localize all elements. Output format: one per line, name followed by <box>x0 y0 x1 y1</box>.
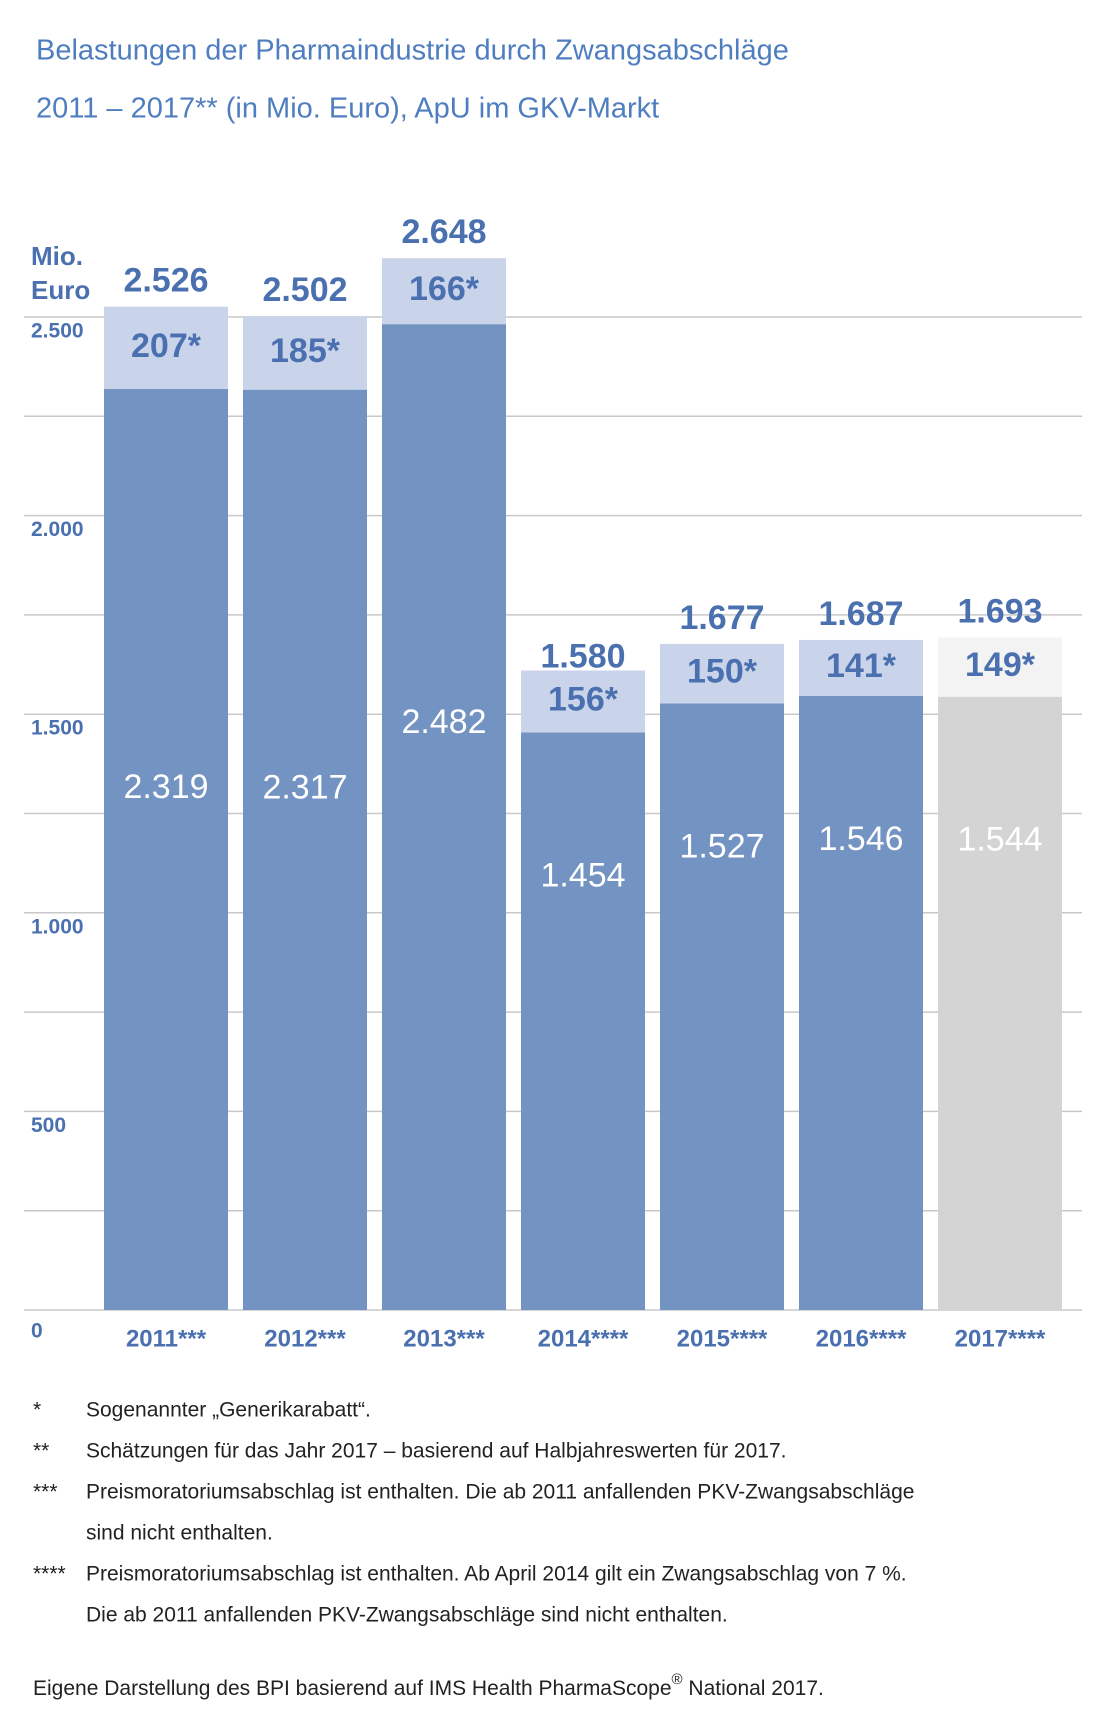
base-value-label: 2.482 <box>401 703 486 741</box>
total-value-label: 2.526 <box>123 262 208 300</box>
total-value-label: 1.580 <box>540 637 625 675</box>
y-tick-label: 0 <box>31 1320 43 1343</box>
base-value-label: 1.546 <box>818 820 903 858</box>
x-tick-label: 2013*** <box>403 1325 485 1352</box>
x-tick-label: 2011*** <box>126 1325 207 1352</box>
total-value-label: 2.502 <box>262 271 347 309</box>
source-part: ® <box>672 1671 683 1688</box>
source-part: National 2017. <box>683 1677 824 1700</box>
y-axis-label: Euro <box>31 275 90 305</box>
y-tick-label: 2.000 <box>31 518 84 541</box>
bar-segment <box>521 732 645 1310</box>
x-tick-label: 2016**** <box>816 1325 907 1352</box>
x-tick-label: 2015**** <box>677 1325 768 1352</box>
footnote-text: Preismoratoriumsabschlag ist enthalten. … <box>86 1563 907 1586</box>
bar-segment <box>799 639 923 696</box>
rebate-value-label: 185* <box>270 332 341 370</box>
bar-segment <box>243 316 367 390</box>
footnote-text: Sogenannter „Generikarabatt“. <box>86 1399 371 1422</box>
y-axis-label: Mio. <box>31 241 83 271</box>
x-tick-label: 2017**** <box>955 1325 1046 1352</box>
chart-subtitle: 2011 – 2017** (in Mio. Euro), ApU im GKV… <box>36 93 659 125</box>
total-value-label: 2.648 <box>401 213 486 251</box>
rebate-value-label: 207* <box>131 327 202 365</box>
y-tick-label: 1.500 <box>31 717 84 740</box>
footnote-text: sind nicht enthalten. <box>86 1522 273 1545</box>
rebate-value-label: 149* <box>965 646 1036 684</box>
footnote-marker: **** <box>33 1563 66 1586</box>
footnote-text: Die ab 2011 anfallenden PKV-Zwangsabschl… <box>86 1604 728 1627</box>
y-tick-label: 500 <box>31 1114 66 1137</box>
x-tick-label: 2012*** <box>264 1325 346 1352</box>
base-value-label: 2.317 <box>262 769 347 807</box>
footnote-text: Preismoratoriumsabschlag ist enthalten. … <box>86 1481 914 1504</box>
chart-title: Belastungen der Pharmaindustrie durch Zw… <box>36 35 789 67</box>
bar-segment <box>243 389 367 1310</box>
base-value-label: 1.454 <box>540 856 625 894</box>
footnote-marker: * <box>33 1399 41 1422</box>
rebate-value-label: 141* <box>826 647 897 685</box>
rebate-value-label: 166* <box>409 270 480 308</box>
base-value-label: 1.527 <box>679 827 764 865</box>
bar-segment <box>938 637 1062 697</box>
total-value-label: 1.677 <box>679 599 764 637</box>
total-value-label: 1.687 <box>818 595 903 633</box>
bar-segment <box>799 695 923 1310</box>
bar-segment <box>521 670 645 733</box>
bar-segment <box>382 324 506 1310</box>
bar-segment <box>660 703 784 1310</box>
footnote-text: Schätzungen für das Jahr 2017 – basieren… <box>86 1440 786 1463</box>
base-value-label: 2.319 <box>123 768 208 806</box>
base-value-label: 1.544 <box>957 821 1042 859</box>
x-tick-label: 2014**** <box>538 1325 629 1352</box>
footnote-marker: *** <box>33 1481 58 1504</box>
y-tick-label: 2.500 <box>31 320 84 343</box>
bar-segment <box>660 643 784 704</box>
total-value-label: 1.693 <box>957 593 1042 631</box>
rebate-value-label: 150* <box>687 653 758 691</box>
bar-segment <box>938 696 1062 1310</box>
rebate-value-label: 156* <box>548 680 619 718</box>
bar-segment <box>104 306 228 389</box>
source-part: Eigene Darstellung des BPI basierend auf… <box>33 1677 672 1700</box>
bar-segment <box>104 388 228 1310</box>
bar-segment <box>382 258 506 325</box>
source-note: Eigene Darstellung des BPI basierend auf… <box>33 1671 824 1699</box>
y-tick-label: 1.000 <box>31 915 84 938</box>
footnote-marker: ** <box>33 1440 49 1463</box>
